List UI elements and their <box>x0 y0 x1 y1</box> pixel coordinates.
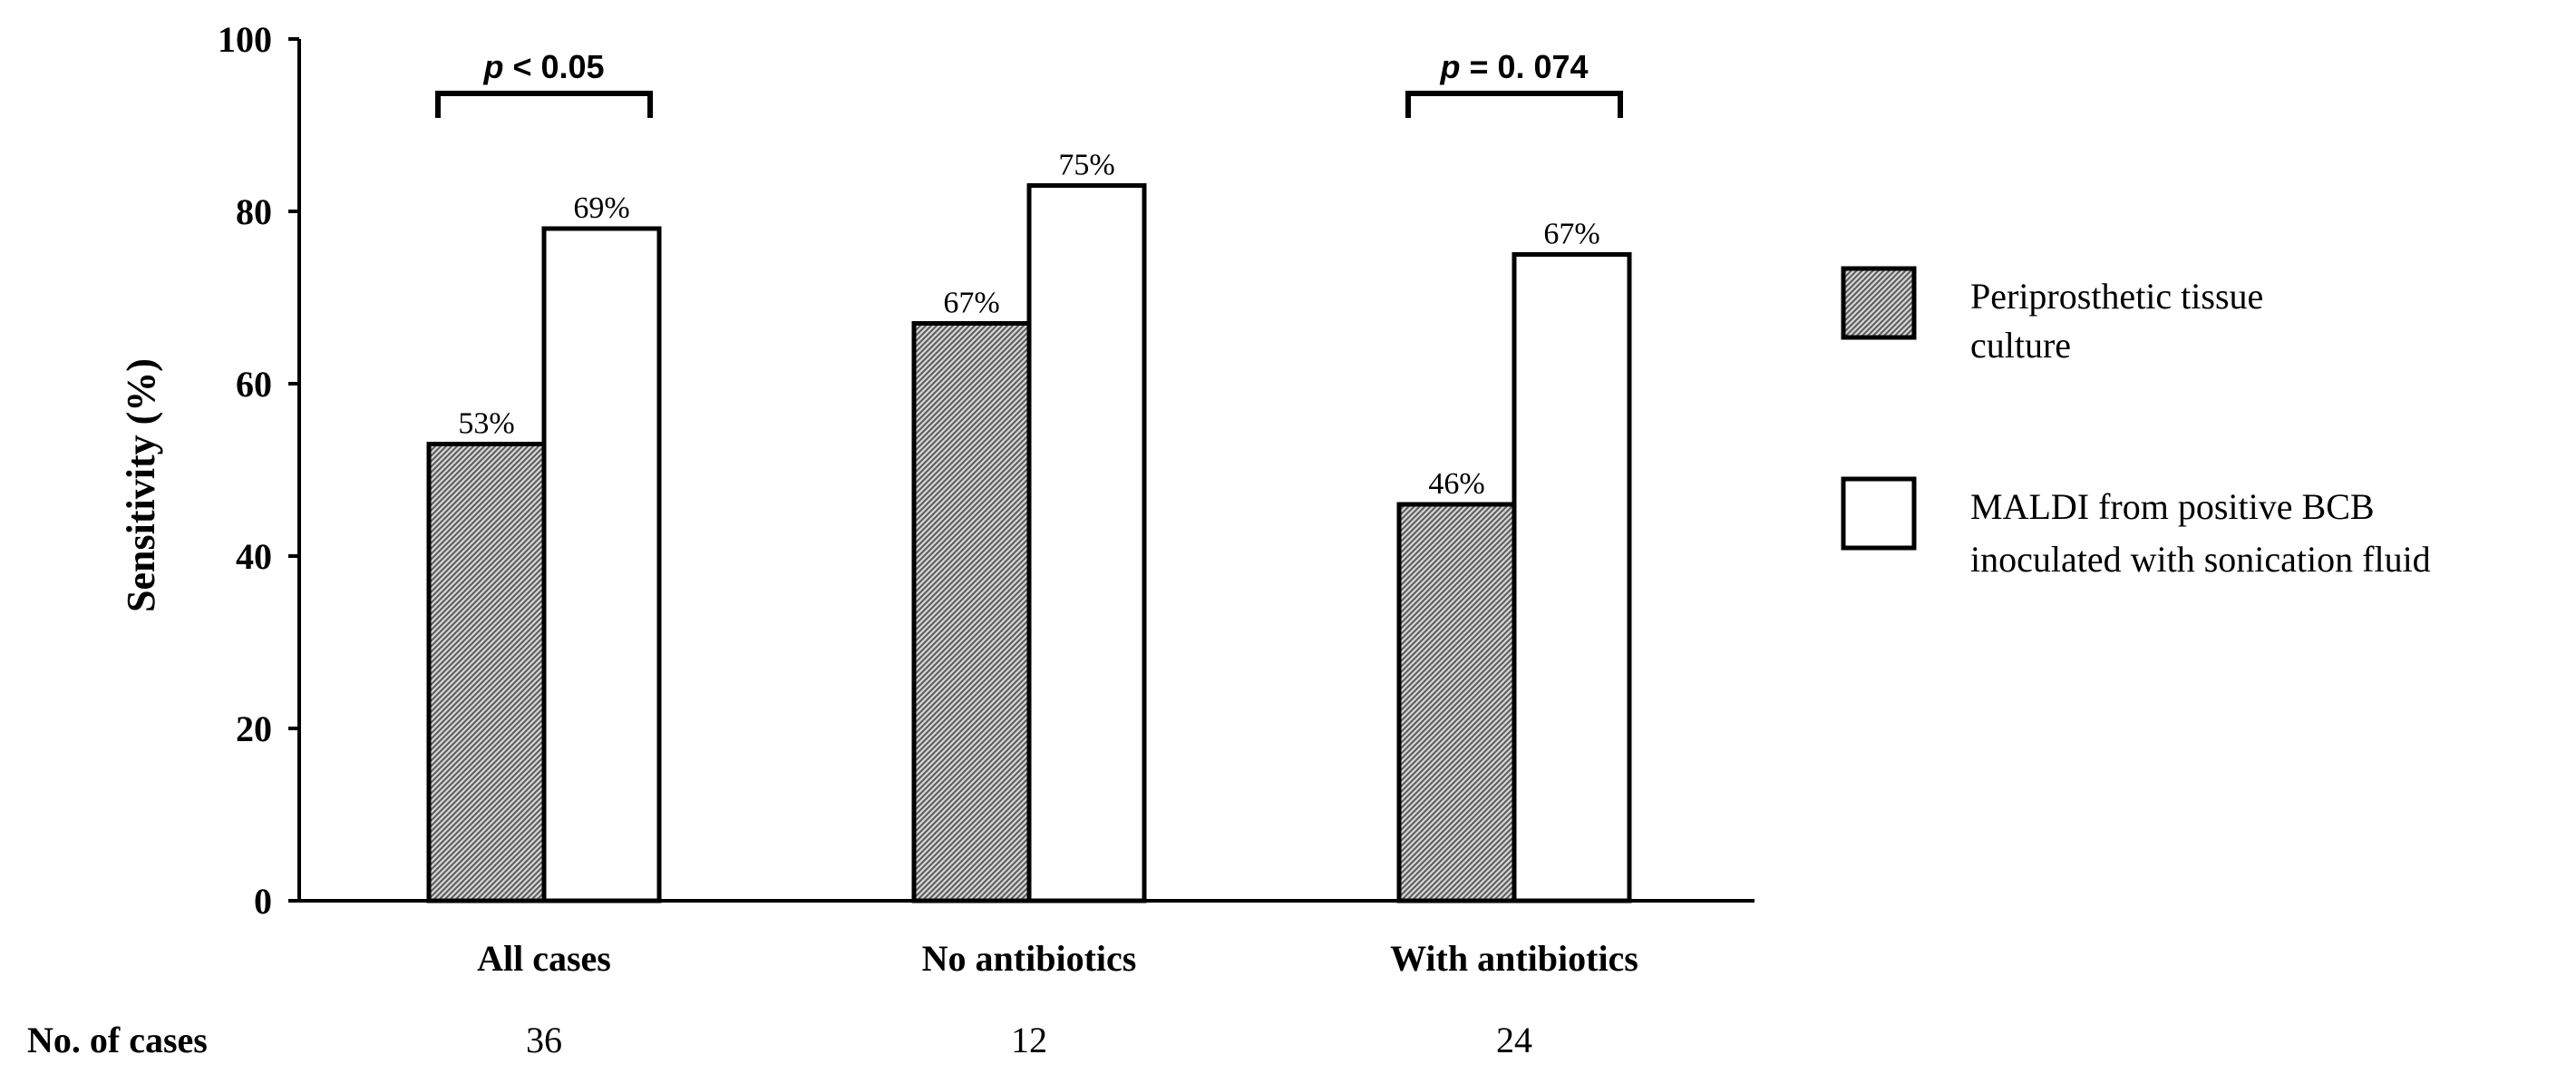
bar-maldi-1 <box>1026 183 1147 903</box>
y-tick-label: 60 <box>236 364 272 405</box>
y-tick-label: 40 <box>236 536 272 577</box>
bars <box>426 183 1632 903</box>
legend-label-maldi-line2: inoculated with sonication fluid <box>1970 539 2431 580</box>
counts-row-label: No. of cases <box>27 1020 208 1060</box>
category-labels: All cases No antibiotics With antibiotics <box>477 938 1638 979</box>
y-tick-label: 80 <box>236 191 272 232</box>
data-label: 53% <box>458 407 514 441</box>
y-tick-label: 20 <box>236 708 272 749</box>
bar-tissue-culture-0 <box>426 442 547 903</box>
y-axis-label: Sensitivity (%) <box>119 358 163 612</box>
y-ticks: 0 20 40 60 80 100 <box>218 19 299 922</box>
p-value-bracket <box>435 91 653 118</box>
category-label: No antibiotics <box>922 938 1137 979</box>
data-label: 67% <box>943 287 999 320</box>
bar-tissue-culture-1 <box>911 321 1032 903</box>
data-labels: 53% 67% 46% 69% 75% 67% <box>458 149 1599 502</box>
p-value-bracket <box>1405 91 1623 118</box>
y-tick-label: 0 <box>254 881 272 922</box>
bar-tissue-culture-2 <box>1396 502 1517 903</box>
y-tick-label: 100 <box>218 19 272 60</box>
data-label: 69% <box>573 191 629 225</box>
legend: Periprosthetic tissue culture MALDI from… <box>1841 266 2431 580</box>
p-value-brackets: p < 0.05 p = 0. 074 <box>435 48 1623 118</box>
bar-maldi-2 <box>1512 252 1632 903</box>
data-label: 75% <box>1058 149 1114 182</box>
case-count: 36 <box>526 1020 562 1060</box>
case-count: 24 <box>1496 1020 1532 1060</box>
data-label: 46% <box>1428 467 1484 501</box>
case-counts: 36 12 24 <box>526 1020 1532 1060</box>
legend-label-tissue-culture-line2: culture <box>1970 325 2071 366</box>
legend-label-tissue-culture-line1: Periprosthetic tissue <box>1970 276 2263 317</box>
legend-swatch-maldi <box>1841 476 1917 551</box>
p-value-label: p = 0. 074 <box>1439 48 1588 85</box>
category-label: All cases <box>477 938 611 979</box>
data-label: 67% <box>1543 218 1599 251</box>
category-label: With antibiotics <box>1390 938 1638 979</box>
legend-swatch-tissue-culture <box>1841 266 1917 340</box>
p-value-label: p < 0.05 <box>482 48 604 85</box>
legend-label-maldi-line1: MALDI from positive BCB <box>1970 486 2375 527</box>
bar-maldi-0 <box>541 226 662 903</box>
case-count: 12 <box>1011 1020 1047 1060</box>
